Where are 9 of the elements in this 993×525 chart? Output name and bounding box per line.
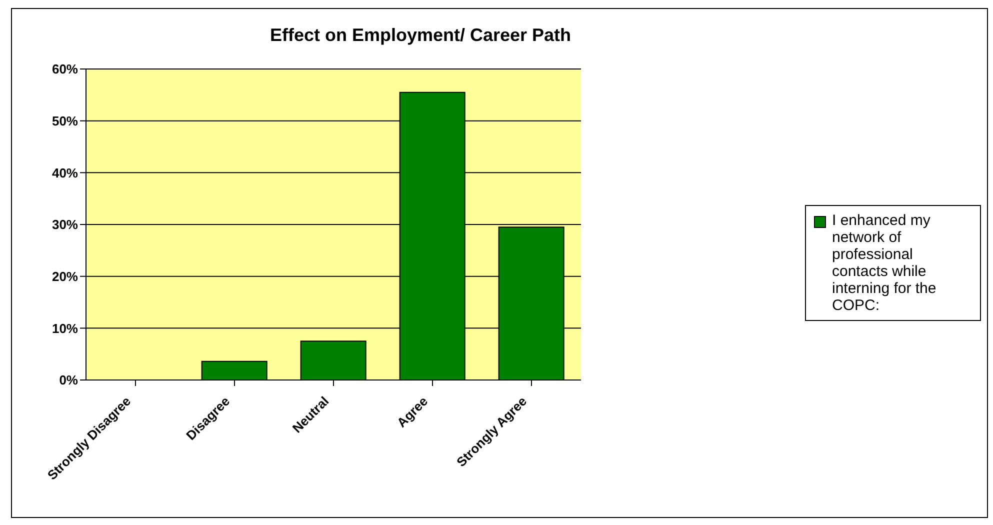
y-tick-label: 30%	[52, 217, 78, 232]
y-tick-label: 0%	[59, 372, 78, 388]
y-tick-label: 60%	[52, 62, 78, 77]
y-tick-label: 10%	[52, 320, 78, 336]
chart-title: Effect on Employment/ Career Path	[268, 25, 572, 46]
legend-label: I enhanced my network of professional contacts while interning for the COPC:	[832, 212, 938, 314]
y-tick-label: 20%	[52, 268, 78, 284]
y-tick-label: 50%	[52, 113, 78, 128]
y-tick-label: 40%	[52, 165, 78, 180]
